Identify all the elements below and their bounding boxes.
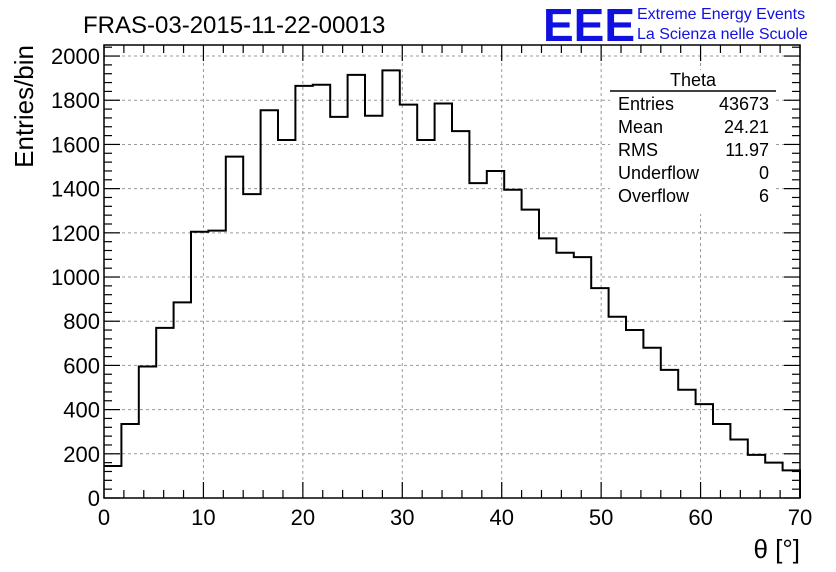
grid-lines (104, 45, 800, 498)
histogram-series (104, 69, 801, 498)
histogram-bin (104, 466, 121, 498)
stats-label: Entries (618, 94, 674, 114)
stats-row-overflow: Overflow 6 (618, 186, 769, 206)
logo-line1: Extreme Energy Events (637, 6, 805, 23)
histogram-bin (121, 424, 138, 498)
histogram-bin (730, 439, 747, 498)
histogram-bin (417, 140, 434, 498)
histogram-bin (174, 302, 191, 498)
histogram-bin (400, 105, 417, 498)
histogram-bin (191, 232, 208, 498)
histogram-bin (261, 110, 278, 498)
y-tick-label: 1000 (51, 265, 100, 290)
histogram-bin (278, 140, 295, 498)
histogram-bin (295, 86, 312, 498)
plot-frame (103, 44, 801, 499)
histogram-bin (522, 210, 539, 498)
y-tick-label: 1400 (51, 177, 100, 202)
histogram-bin (452, 131, 469, 498)
histogram-bin (435, 104, 452, 498)
histogram-bin (208, 231, 225, 498)
stats-row-entries: Entries 43673 (618, 94, 769, 114)
histogram-bin (626, 330, 643, 498)
x-tick-label: 30 (390, 505, 414, 530)
histogram-bin (382, 70, 399, 498)
stats-row-underflow: Underflow 0 (618, 163, 769, 183)
x-tick-labels: 0 10 20 30 40 50 60 70 (98, 505, 812, 530)
logo-line2: La Scienza nelle Scuole (637, 26, 808, 43)
histogram-bin (713, 424, 730, 498)
stats-value: 43673 (719, 94, 769, 114)
histogram-bin (539, 238, 556, 498)
y-tick-label: 1800 (51, 88, 100, 113)
histogram-bin (661, 370, 678, 498)
y-tick-label: 1600 (51, 132, 100, 157)
eee-logo: EEE Extreme Energy Events La Scienza nel… (543, 0, 808, 51)
stats-box: Theta Entries 43673 Mean 24.21 RMS 11.97… (610, 70, 776, 214)
stats-value: 6 (759, 186, 769, 206)
y-tick-label: 200 (63, 442, 100, 467)
histogram-bin (330, 117, 347, 498)
histogram-bin (609, 317, 626, 498)
logo-mark: EEE (543, 0, 635, 51)
histogram-bin (313, 85, 330, 498)
stats-label: RMS (618, 140, 658, 160)
stats-label: Underflow (618, 163, 700, 183)
x-tick-label: 10 (191, 505, 215, 530)
histogram-line (104, 69, 801, 498)
y-tick-label: 800 (63, 309, 100, 334)
histogram-bin (365, 116, 382, 498)
stats-value: 11.97 (725, 140, 769, 160)
histogram-bin (469, 183, 486, 498)
stats-row-rms: RMS 11.97 (618, 140, 769, 160)
y-tick-label: 400 (63, 398, 100, 423)
histogram-bin (556, 253, 573, 498)
histogram-bin (591, 288, 608, 498)
histogram-bin (243, 194, 260, 498)
y-tick-label: 2000 (51, 44, 100, 69)
histogram-bin (696, 404, 713, 498)
y-axis-label: Entries/bin (9, 45, 39, 168)
x-tick-label: 70 (788, 505, 812, 530)
x-tick-label: 60 (688, 505, 712, 530)
histogram-bin (156, 328, 173, 498)
stats-row-mean: Mean 24.21 (618, 117, 769, 137)
histogram-bin (748, 455, 765, 498)
x-axis-label: θ [°] (753, 534, 800, 564)
chart-title: FRAS-03-2015-11-22-00013 (83, 12, 385, 39)
stats-title: Theta (670, 70, 717, 90)
stats-label: Overflow (618, 186, 690, 206)
axis-ticks (103, 45, 801, 499)
histogram-bin (783, 470, 800, 498)
histogram-bin (226, 157, 243, 498)
histogram-bin (643, 348, 660, 498)
x-tick-label: 40 (489, 505, 513, 530)
histogram-bin (487, 171, 504, 498)
y-tick-label: 0 (88, 486, 100, 511)
stats-value: 24.21 (724, 117, 769, 137)
y-tick-label: 600 (63, 353, 100, 378)
histogram-bin (678, 390, 695, 498)
stats-label: Mean (618, 117, 663, 137)
y-tick-labels: 0 200 400 600 800 1000 1200 1400 1600 1800 2000 (51, 44, 100, 511)
x-tick-label: 20 (291, 505, 315, 530)
histogram-bin (139, 367, 156, 498)
histogram-bin (504, 190, 521, 498)
x-tick-label: 0 (98, 505, 110, 530)
histogram-bin (574, 257, 591, 498)
y-tick-label: 1200 (51, 221, 100, 246)
stats-value: 0 (759, 163, 769, 183)
x-tick-label: 50 (589, 505, 613, 530)
histogram-bin (348, 75, 365, 498)
